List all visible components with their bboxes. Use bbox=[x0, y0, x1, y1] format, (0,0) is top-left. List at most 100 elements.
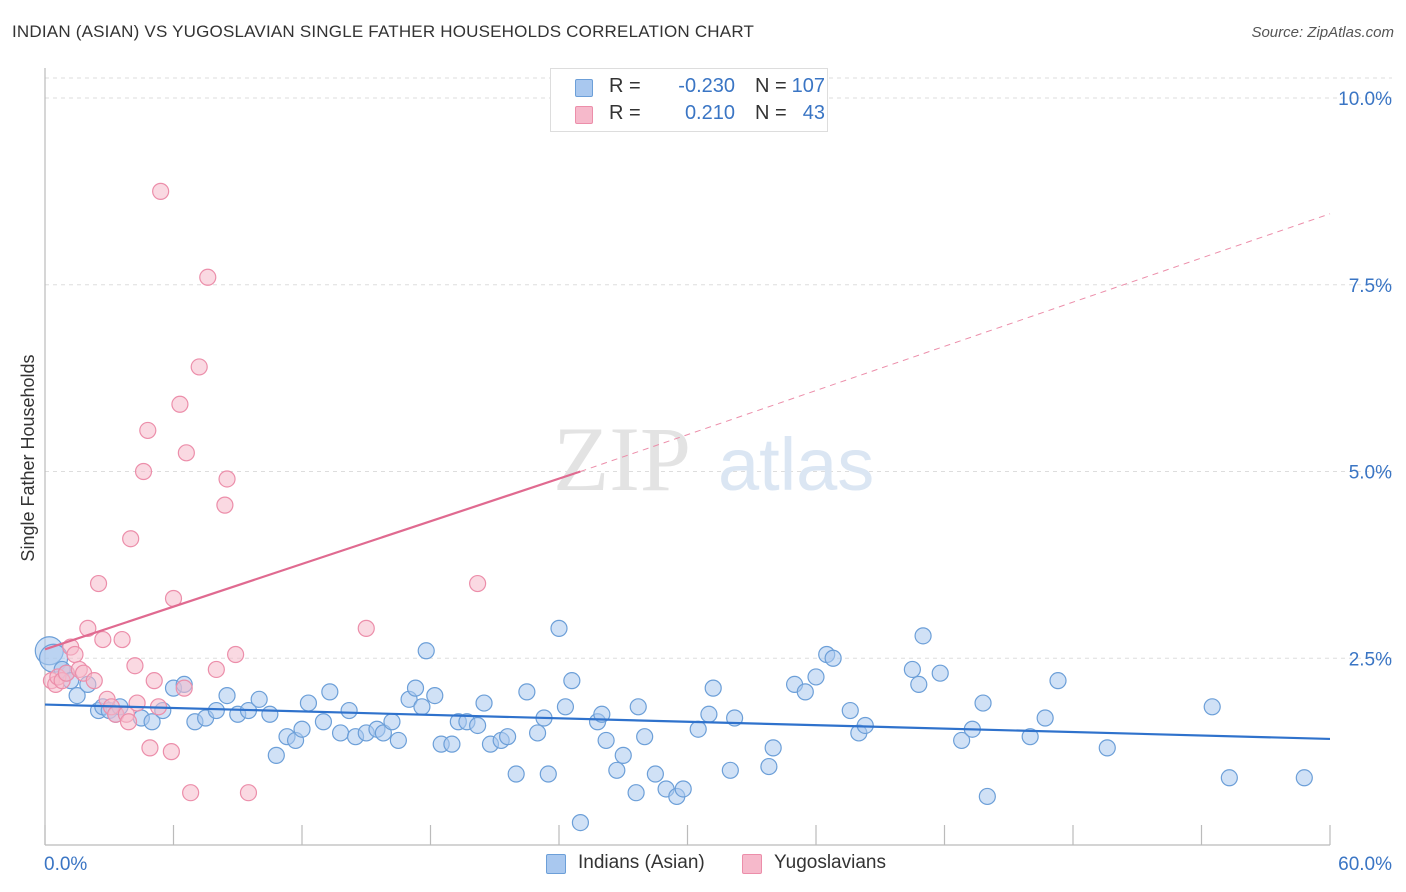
data-point-yugoslavians bbox=[177, 444, 195, 462]
data-point-indians bbox=[261, 705, 279, 723]
bottom-legend-swatch-blue bbox=[546, 854, 566, 874]
data-point-yugoslavians bbox=[94, 630, 112, 649]
data-point-indians bbox=[1036, 709, 1054, 727]
data-point-indians bbox=[841, 701, 859, 720]
legend-r-label: R = bbox=[609, 102, 641, 124]
data-point-indians bbox=[331, 724, 350, 742]
data-point-indians bbox=[629, 698, 647, 716]
data-point-indians bbox=[807, 668, 825, 686]
data-point-yugoslavians bbox=[207, 660, 225, 679]
data-point-indians bbox=[299, 694, 318, 712]
data-point-yugoslavians bbox=[134, 462, 153, 481]
tick-labels: 2.5% 5.0% 7.5% 10.0% 0.0% 60.0% Single Father … bbox=[18, 89, 1392, 875]
data-point-yugoslavians bbox=[126, 657, 144, 675]
y-tick-label: 7.5% bbox=[1349, 276, 1392, 297]
data-point-indians bbox=[417, 642, 435, 660]
data-point-indians bbox=[389, 731, 407, 750]
data-point-indians bbox=[646, 765, 664, 783]
watermark-zip: ZIP bbox=[553, 408, 691, 510]
data-point-yugoslavians bbox=[199, 268, 217, 286]
data-point-indians bbox=[608, 761, 626, 779]
data-point-yugoslavians bbox=[162, 743, 180, 761]
legend-n-value: 43 bbox=[802, 102, 825, 124]
data-point-indians bbox=[910, 675, 928, 693]
data-point-indians bbox=[499, 728, 517, 746]
trend-lines bbox=[44, 213, 1331, 741]
data-point-indians bbox=[507, 765, 525, 783]
data-point-yugoslavians bbox=[119, 713, 138, 731]
data-point-yugoslavians bbox=[469, 574, 487, 593]
data-point-indians bbox=[518, 683, 536, 701]
data-point-yugoslavians bbox=[141, 739, 159, 757]
data-point-indians bbox=[636, 728, 654, 746]
data-point-indians bbox=[689, 720, 707, 738]
data-point-indians bbox=[674, 780, 692, 798]
data-point-indians bbox=[267, 746, 285, 764]
data-point-indians bbox=[796, 683, 814, 701]
data-point-indians bbox=[931, 664, 949, 682]
data-point-yugoslavians bbox=[79, 619, 97, 637]
data-point-indians bbox=[563, 672, 581, 690]
data-point-indians bbox=[556, 698, 575, 716]
source-label: Source: ZipAtlas.com bbox=[1251, 24, 1394, 41]
x-tick-label-max: 60.0% bbox=[1338, 854, 1392, 875]
data-point-yugoslavians bbox=[85, 672, 103, 690]
data-point-indians bbox=[426, 686, 444, 705]
data-point-yugoslavians bbox=[171, 395, 189, 413]
bottom-legend-label: Yugoslavians bbox=[774, 852, 886, 873]
data-point-yugoslavians bbox=[239, 784, 258, 802]
data-point-indians bbox=[1049, 672, 1067, 690]
data-point-indians bbox=[218, 686, 236, 705]
data-point-indians bbox=[1203, 698, 1221, 716]
data-point-indians bbox=[571, 813, 590, 832]
data-point-indians bbox=[475, 694, 493, 712]
watermark-atlas: atlas bbox=[718, 423, 874, 506]
trend-line-indians bbox=[44, 703, 1331, 741]
data-point-indians bbox=[550, 619, 568, 637]
bottom-legend-label: Indians (Asian) bbox=[578, 852, 705, 873]
chart-title: INDIAN (ASIAN) VS YUGOSLAVIAN SINGLE FAT… bbox=[12, 22, 755, 41]
data-point-indians bbox=[1220, 769, 1238, 787]
data-point-indians bbox=[903, 660, 921, 679]
data-point-indians bbox=[68, 686, 86, 705]
data-point-indians bbox=[293, 720, 311, 738]
legend-n-label: N = bbox=[755, 102, 787, 124]
data-point-indians bbox=[914, 627, 932, 645]
data-point-indians bbox=[321, 683, 339, 701]
legend-swatch-blue bbox=[575, 79, 593, 97]
data-point-indians bbox=[704, 679, 722, 697]
data-point-yugoslavians bbox=[113, 630, 131, 649]
data-point-indians bbox=[764, 739, 782, 757]
y-tick-label: 5.0% bbox=[1349, 463, 1392, 484]
data-point-yugoslavians bbox=[357, 619, 375, 637]
data-point-yugoslavians bbox=[175, 679, 193, 697]
data-point-yugoslavians bbox=[145, 672, 163, 690]
data-point-yugoslavians bbox=[66, 645, 84, 664]
data-point-indians bbox=[443, 735, 461, 753]
data-point-indians bbox=[974, 694, 992, 712]
x-tick-label-min: 0.0% bbox=[44, 854, 87, 875]
data-point-indians bbox=[614, 746, 632, 764]
data-point-indians bbox=[953, 731, 971, 750]
data-point-indians bbox=[700, 705, 718, 723]
data-point-indians bbox=[340, 701, 358, 720]
data-point-yugoslavians bbox=[227, 645, 245, 664]
y-tick-label: 10.0% bbox=[1338, 89, 1392, 110]
data-point-indians bbox=[207, 701, 225, 720]
data-point-yugoslavians bbox=[218, 470, 236, 488]
legend-r-label: R = bbox=[609, 75, 641, 97]
y-axis-title: Single Father Households bbox=[18, 354, 38, 561]
data-point-indians bbox=[1021, 728, 1039, 746]
data-point-yugoslavians bbox=[139, 421, 157, 440]
data-point-indians bbox=[978, 787, 996, 806]
data-point-indians bbox=[597, 731, 615, 750]
data-point-indians bbox=[406, 679, 425, 697]
data-point-yugoslavians bbox=[152, 182, 170, 200]
data-point-yugoslavians bbox=[122, 530, 140, 548]
data-point-yugoslavians bbox=[128, 694, 146, 712]
data-point-indians bbox=[413, 698, 431, 716]
legend-r-value: -0.230 bbox=[678, 75, 735, 97]
data-point-indians bbox=[314, 713, 333, 731]
trend-line-yugoslavians-extension bbox=[580, 213, 1331, 472]
